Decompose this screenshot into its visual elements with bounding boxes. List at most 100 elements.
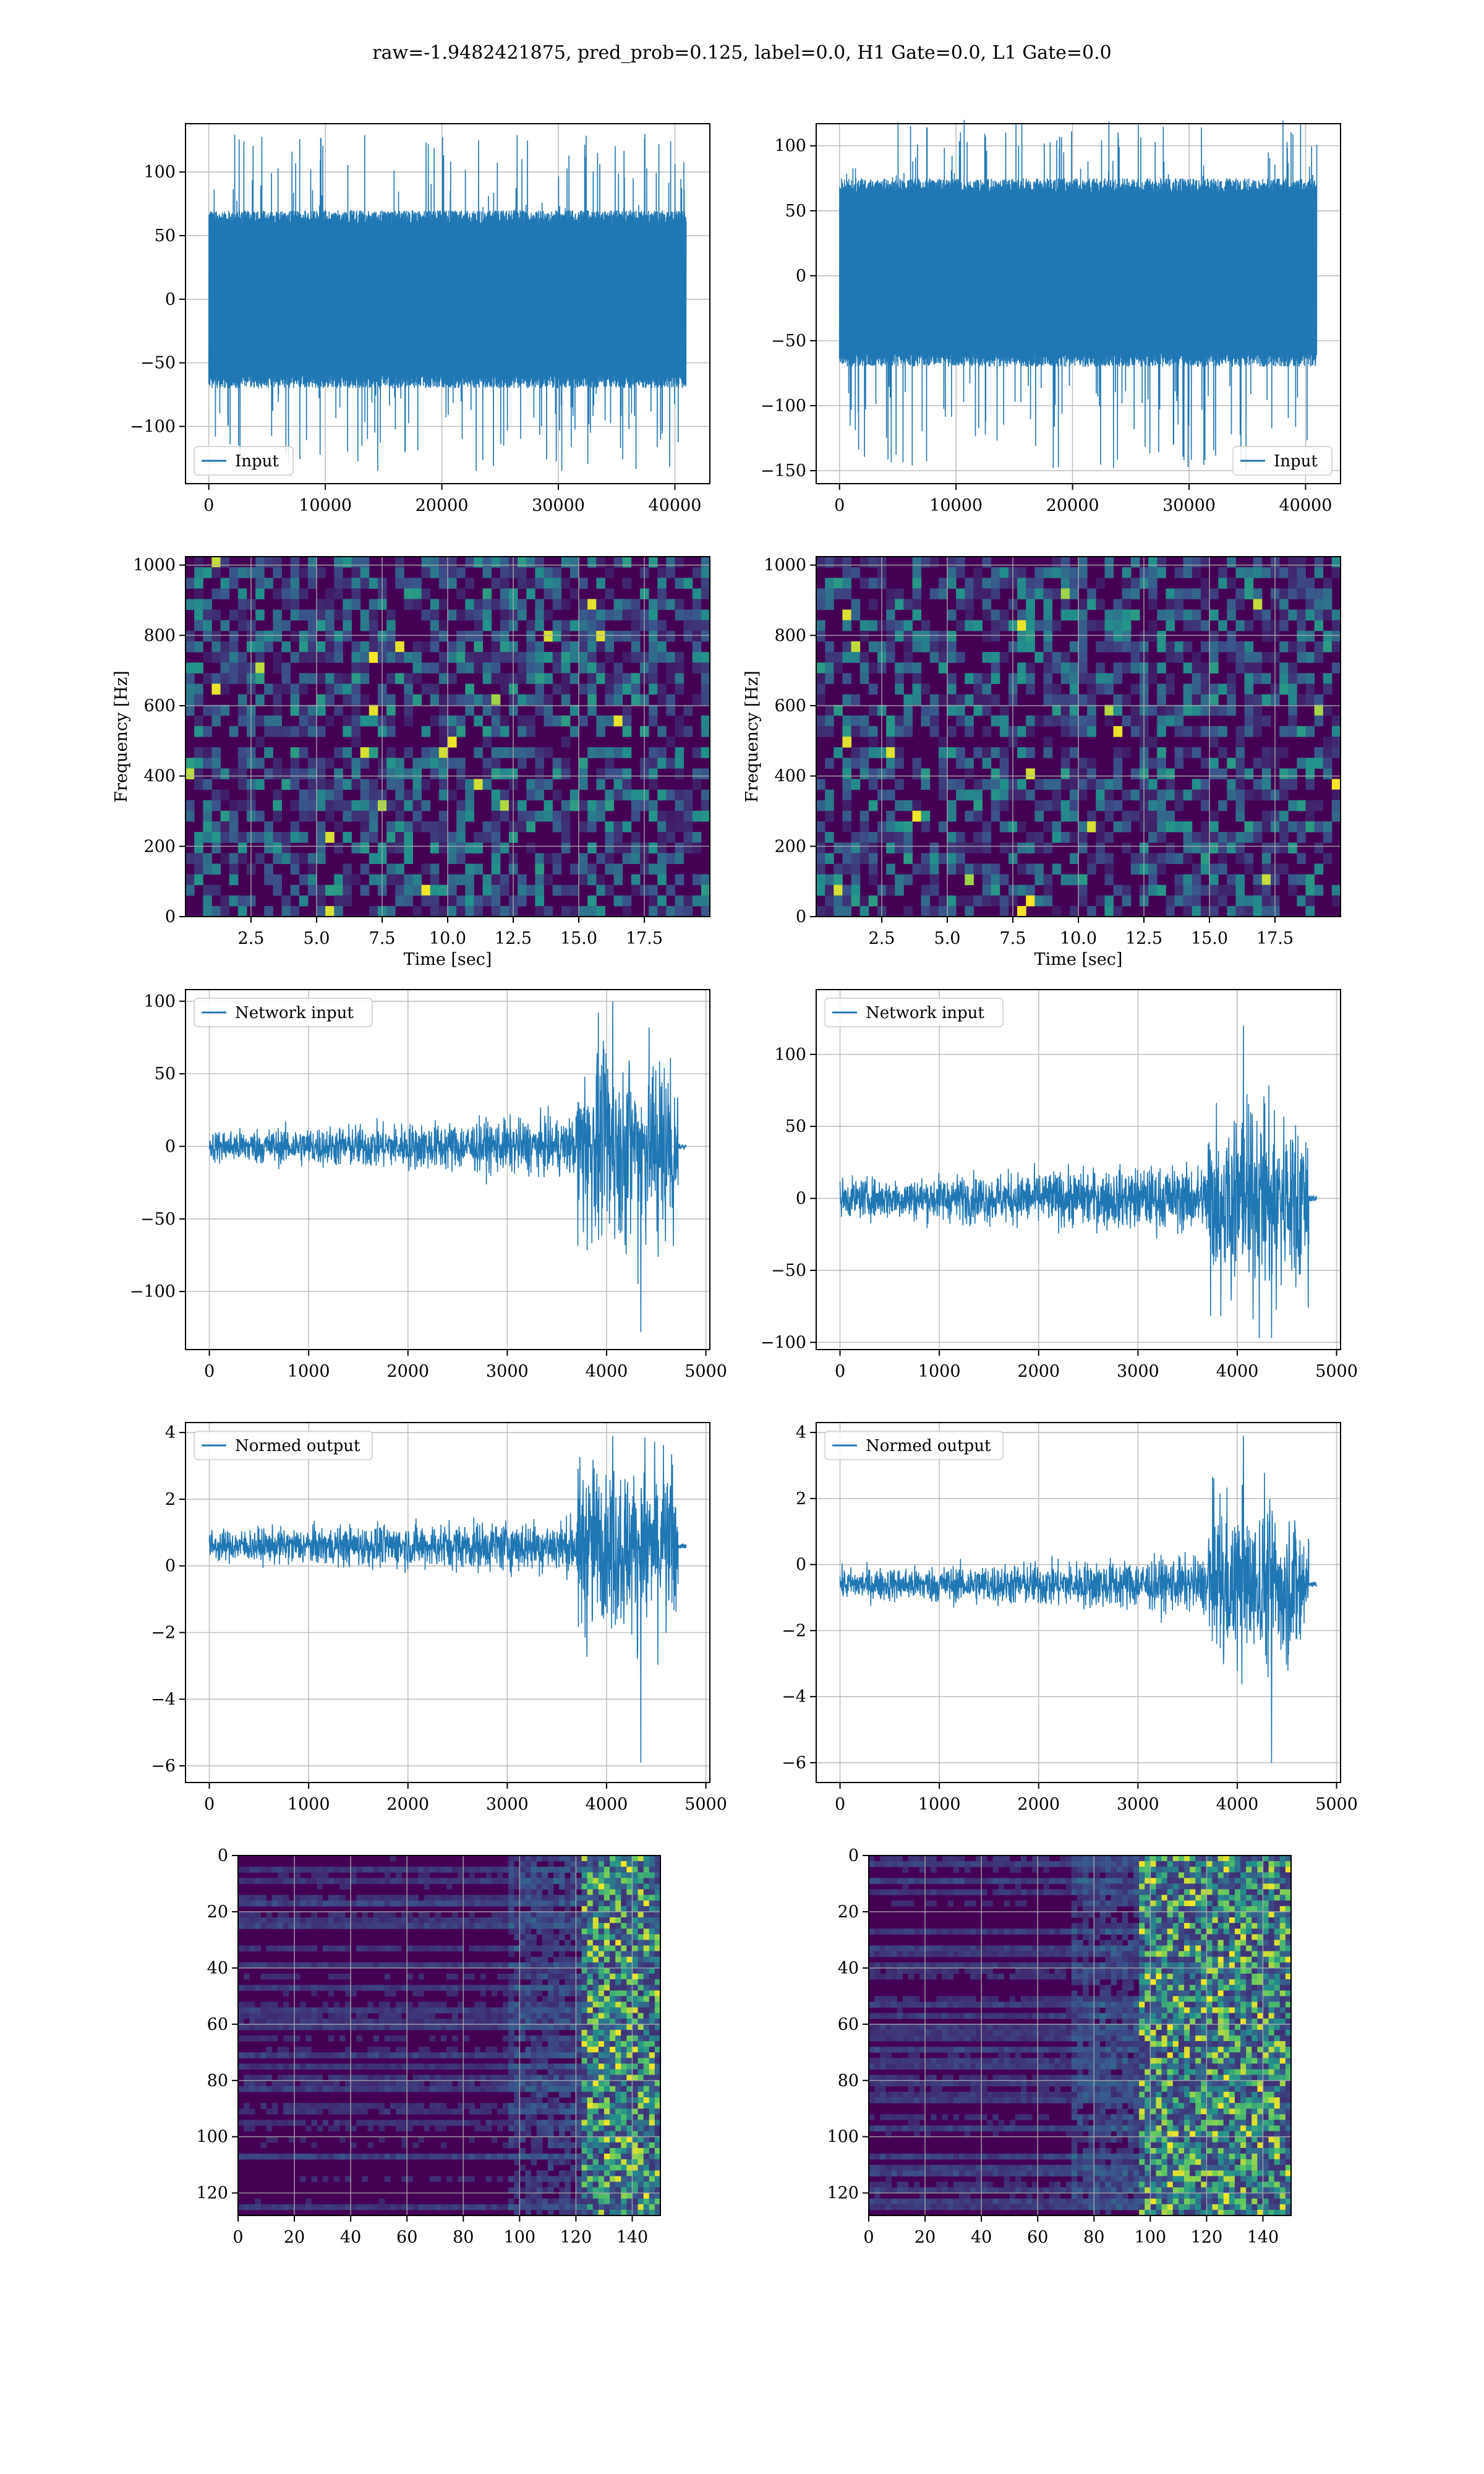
heatmap-cell (912, 758, 922, 769)
heatmap-cell (701, 630, 710, 642)
heatmap-cell (626, 2080, 633, 2087)
heatmap-cell (412, 578, 422, 589)
heatmap-cell (592, 2120, 599, 2126)
heatmap-cell (311, 1990, 317, 1997)
heatmap-cell (603, 1951, 610, 1958)
heatmap-cell (610, 1878, 616, 1884)
heatmap-cell (351, 641, 361, 653)
heatmap-cell (325, 800, 335, 811)
heatmap-cell (1297, 630, 1306, 642)
heatmap-cell (1305, 905, 1315, 917)
heatmap-cell (603, 2018, 610, 2025)
heatmap-cell (553, 2108, 560, 2115)
heatmap-cell (1183, 821, 1193, 833)
heatmap-cell (598, 1867, 605, 1873)
heatmap-cell (553, 1923, 560, 1929)
heatmap-cell (384, 2024, 391, 2031)
heatmap-cell (300, 2120, 306, 2126)
heatmap-cell (825, 662, 834, 674)
heatmap-cell (598, 1934, 605, 1940)
heatmap-cell (395, 810, 404, 822)
heatmap-cell (581, 2047, 588, 2053)
heatmap-cell (435, 1867, 441, 1873)
heatmap-cell (519, 2024, 526, 2031)
heatmap-cell (613, 609, 623, 621)
heatmap-cell (570, 1990, 576, 1997)
heatmap-cell (465, 863, 474, 875)
heatmap-cell (260, 2018, 267, 2025)
heatmap-cell (1078, 832, 1088, 843)
heatmap-cell (390, 1990, 396, 1997)
heatmap-cell (1104, 641, 1114, 653)
heatmap-cell (938, 652, 948, 663)
heatmap-cell (701, 673, 710, 684)
heatmap-cell (598, 1900, 605, 1907)
heatmap-cell (519, 2001, 526, 2008)
heatmap-cell (535, 895, 544, 907)
heatmap-cell (825, 652, 834, 663)
heatmap-cell (1288, 578, 1297, 589)
heatmap-cell (692, 832, 702, 843)
heatmap-cell (514, 2097, 520, 2104)
heatmap-cell (569, 567, 579, 578)
heatmap-cell (615, 2120, 621, 2126)
heatmap-cell (412, 1894, 419, 1901)
heatmap-cell (565, 1906, 571, 1912)
heatmap-cell (1200, 578, 1210, 589)
heatmap-cell (238, 1985, 244, 1991)
heatmap-cell (1034, 832, 1044, 843)
heatmap-cell (536, 1906, 543, 1912)
heatmap-cell (514, 1928, 520, 1935)
heatmap-cell (203, 630, 212, 642)
heatmap-cell (288, 1962, 295, 1969)
heatmap-cell (666, 662, 675, 674)
heatmap-cell (587, 1951, 594, 1958)
heatmap-cell (404, 715, 413, 727)
heatmap-cell (519, 1883, 526, 1890)
heatmap-cell (351, 567, 361, 578)
heatmap-cell (621, 2091, 627, 2098)
heatmap-cell (435, 2007, 441, 2014)
heatmap-cell (328, 1867, 335, 1873)
heatmap-cell (643, 1856, 650, 1862)
heatmap-cell (561, 599, 571, 610)
heatmap-cell (598, 2029, 605, 2036)
heatmap-cell (999, 578, 1009, 589)
heatmap-cell (1026, 726, 1035, 737)
heatmap-cell (356, 2103, 362, 2109)
heatmap-cell (547, 2052, 554, 2058)
heatmap-cell (362, 2120, 368, 2126)
heatmap-cell (421, 662, 431, 674)
heatmap-cell (638, 1934, 644, 1940)
heatmap-cell (519, 1894, 526, 1901)
heatmap-cell (587, 800, 597, 811)
heatmap-cell (294, 2086, 301, 2092)
heatmap-cell (542, 2086, 548, 2092)
heatmap-cell (547, 2120, 554, 2126)
heatmap-cell (244, 2120, 250, 2126)
heatmap-cell (229, 673, 239, 684)
heatmap-cell (570, 1911, 576, 1918)
heatmap-cell (283, 2001, 289, 2008)
heatmap-cell (244, 2086, 250, 2092)
heatmap-cell (1200, 662, 1210, 674)
heatmap-cell (421, 683, 431, 695)
heatmap-cell (638, 1945, 644, 1952)
heatmap-cell (404, 652, 413, 663)
heatmap-cell (360, 715, 370, 727)
heatmap-cell (621, 1878, 627, 1884)
heatmap-cell (565, 1883, 571, 1890)
heatmap-cell (362, 2074, 368, 2081)
heatmap-cell (973, 789, 983, 801)
heatmap-cell (1288, 704, 1297, 716)
heatmap-cell (412, 905, 422, 917)
heatmap-cell (868, 620, 878, 631)
heatmap-cell (412, 2080, 419, 2087)
heatmap-cell (895, 758, 904, 769)
heatmap-cell (474, 1878, 481, 1884)
heatmap-cell (825, 874, 834, 886)
heatmap-cell (542, 2063, 548, 2070)
heatmap-cell (1069, 726, 1079, 737)
heatmap-cell (565, 2086, 571, 2092)
heatmap-cell (395, 2086, 402, 2092)
